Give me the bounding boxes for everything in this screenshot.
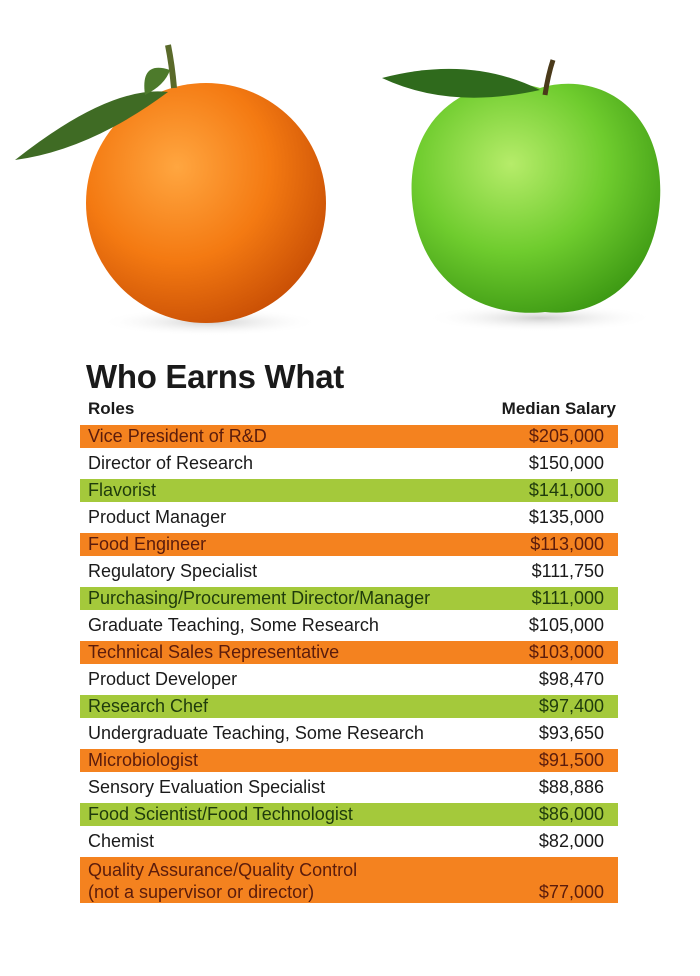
salary-cell: $93,650 [538, 723, 604, 743]
role-cell: Product Manager [88, 507, 227, 527]
role-cell: Research Chef [88, 696, 209, 716]
table-row: Chemist $82,000 [80, 830, 618, 853]
role-cell: Vice President of R&D [88, 426, 267, 446]
role-cell: Product Developer [88, 669, 238, 689]
role-cell: Technical Sales Representative [88, 642, 340, 662]
salary-cell: $86,000 [538, 804, 604, 824]
table-row: Purchasing/Procurement Director/Manager $… [80, 587, 618, 610]
table-row: Sensory Evaluation Specialist $88,886 [80, 776, 618, 799]
table-row: Vice President of R&D $205,000 [80, 425, 618, 448]
salary-cell: $141,000 [528, 480, 604, 500]
salary-cell: $98,470 [538, 669, 604, 689]
green-apple [382, 59, 661, 332]
table-row: Product Manager $135,000 [80, 506, 618, 529]
leaf-icon [15, 91, 168, 160]
role-cell: Regulatory Specialist [88, 561, 258, 581]
salary-cell: $103,000 [528, 642, 604, 662]
salary-cell: $97,400 [538, 696, 604, 716]
table-row: Food Engineer $113,000 [80, 533, 618, 556]
salary-cell: $88,886 [538, 777, 604, 797]
table-row: Regulatory Specialist $111,750 [80, 560, 618, 583]
stem-icon [165, 44, 177, 89]
salary-cell: $111,000 [531, 588, 604, 608]
role-cell: Flavorist [88, 480, 157, 500]
role-cell: Food Engineer [88, 534, 207, 554]
salary-column-header: Median Salary [501, 399, 616, 418]
salary-cell: $82,000 [538, 831, 604, 851]
salary-cell: $105,000 [528, 615, 604, 635]
page-title: Who Earns What [86, 358, 344, 395]
roles-column-header: Roles [88, 399, 135, 418]
table-row: Research Chef $97,400 [80, 695, 618, 718]
role-cell: Undergraduate Teaching, Some Research [88, 723, 424, 743]
role-cell: Quality Assurance/Quality Control (not a… [88, 860, 358, 902]
role-cell: Director of Research [88, 453, 254, 473]
role-cell: Sensory Evaluation Specialist [88, 777, 326, 797]
table-row: Technical Sales Representative $103,000 [80, 641, 618, 664]
table-row: Director of Research $150,000 [80, 452, 618, 475]
salary-cell: $205,000 [528, 426, 604, 446]
salary-cell: $111,750 [531, 561, 604, 581]
table-row: Product Developer $98,470 [80, 668, 618, 691]
salary-cell: $113,000 [530, 534, 604, 554]
fruit-illustration [15, 44, 661, 336]
salary-table: Vice President of R&D $205,000 Director of… [80, 425, 618, 907]
role-cell: Graduate Teaching, Some Research [88, 615, 379, 635]
salary-cell: $91,500 [538, 750, 604, 770]
leaf-icon [382, 68, 540, 98]
salary-cell: $77,000 [538, 882, 604, 902]
role-cell: Chemist [88, 831, 155, 851]
salary-cell: $135,000 [528, 507, 604, 527]
salary-cell: $150,000 [528, 453, 604, 473]
table-row: Graduate Teaching, Some Research $105,000 [80, 614, 618, 637]
orange-fruit [15, 44, 326, 336]
role-cell: Microbiologist [88, 750, 199, 770]
table-row: Flavorist $141,000 [80, 479, 618, 502]
role-cell: Food Scientist/Food Technologist [88, 804, 353, 824]
role-cell: Purchasing/Procurement Director/Manager [88, 588, 431, 608]
table-row: Microbiologist $91,500 [80, 749, 618, 772]
stem-icon [542, 59, 556, 96]
table-row: Food Scientist/Food Technologist $86,000 [80, 803, 618, 826]
table-row: Undergraduate Teaching, Some Research $93… [80, 722, 618, 745]
table-row: Quality Assurance/Quality Control (not a… [80, 857, 618, 903]
